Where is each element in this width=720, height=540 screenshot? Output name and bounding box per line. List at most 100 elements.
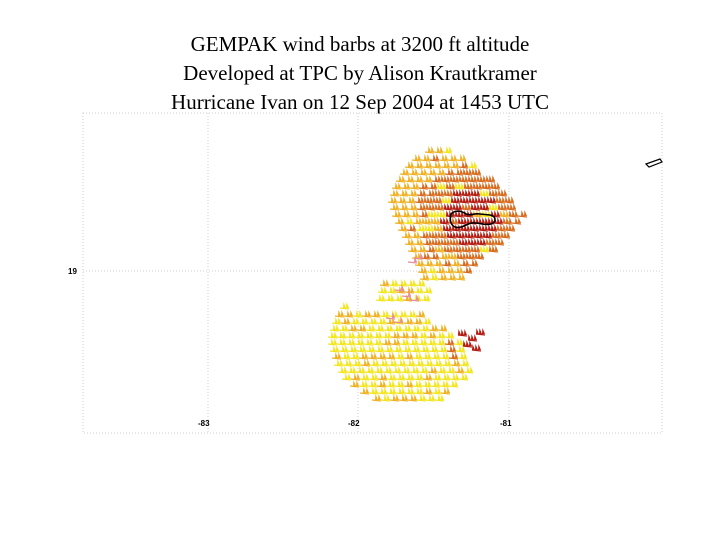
wind-barb <box>417 338 428 346</box>
wind-barb <box>413 373 424 381</box>
wind-barb <box>424 224 435 232</box>
wind-barb <box>399 331 410 339</box>
wind-barb <box>392 345 403 353</box>
wind-barb <box>386 373 397 381</box>
wind-barb <box>389 394 400 402</box>
wind-barb <box>487 224 498 232</box>
wind-barb <box>455 231 466 239</box>
wind-barb <box>471 168 482 176</box>
wind-barb <box>425 245 436 253</box>
wind-barb <box>488 189 499 197</box>
wind-barb <box>474 252 485 260</box>
wind-barb <box>339 302 350 310</box>
wind-barb <box>329 345 340 353</box>
wind-barb <box>425 189 436 197</box>
wind-barb <box>410 324 421 332</box>
wind-barb <box>437 231 448 239</box>
wind-barb <box>404 238 415 246</box>
wind-barb <box>458 175 469 183</box>
wind-barb <box>391 182 402 190</box>
wind-barb <box>404 161 415 169</box>
wind-barb <box>372 331 383 339</box>
wind-barb <box>385 312 396 320</box>
wind-barb <box>443 203 454 211</box>
wind-barb <box>445 182 456 190</box>
wind-barb <box>469 224 480 232</box>
wind-barb <box>446 273 457 281</box>
wind-barb <box>434 189 445 197</box>
wind-barb <box>341 373 352 381</box>
wind-barb <box>407 189 418 197</box>
wind-barb <box>413 238 424 246</box>
wind-barb <box>403 217 414 225</box>
wind-barb <box>403 380 414 388</box>
wind-barb <box>421 217 432 225</box>
wind-barb <box>376 352 387 360</box>
wind-barb <box>420 154 431 162</box>
wind-barb <box>433 146 444 154</box>
wind-barb <box>433 224 444 232</box>
wind-barb <box>453 338 464 346</box>
wind-barb <box>437 345 448 353</box>
wind-barb <box>444 338 455 346</box>
wind-barb <box>400 366 411 374</box>
wind-barb <box>435 168 446 176</box>
wind-barb <box>508 210 519 218</box>
wind-barb <box>420 294 431 302</box>
wind-barb <box>401 324 412 332</box>
wind-barb <box>400 210 411 218</box>
wind-barb <box>459 196 470 204</box>
wind-barb <box>393 316 404 324</box>
wind-barb <box>374 345 385 353</box>
wind-barb <box>387 196 398 204</box>
wind-barb <box>409 210 420 218</box>
wind-barb <box>432 196 443 204</box>
wind-barb <box>491 231 502 239</box>
wind-barb <box>455 345 466 353</box>
wind-barb <box>337 366 348 374</box>
wind-barb <box>490 182 501 190</box>
wind-barb <box>485 175 496 183</box>
wind-barb <box>412 352 423 360</box>
wind-barb <box>400 182 411 190</box>
wind-barb <box>422 373 433 381</box>
wind-barb <box>486 196 497 204</box>
wind-barb <box>394 352 405 360</box>
wind-barb <box>438 252 449 260</box>
wind-barb <box>440 387 451 395</box>
wind-barb <box>447 252 458 260</box>
wind-barb <box>333 359 344 367</box>
wind-barb <box>428 231 439 239</box>
wind-barb <box>356 324 367 332</box>
wind-barb <box>422 387 433 395</box>
wind-barb <box>444 266 455 274</box>
wind-barb <box>440 161 451 169</box>
wind-barb <box>381 338 392 346</box>
wind-barb <box>409 294 420 302</box>
wind-barb <box>384 294 395 302</box>
wind-barb <box>450 259 461 267</box>
wind-barb <box>476 175 487 183</box>
wind-barb <box>415 224 426 232</box>
wind-barb <box>419 273 430 281</box>
wind-barb <box>418 182 429 190</box>
wind-barb <box>430 352 441 360</box>
wind-barb <box>414 196 425 204</box>
wind-barb <box>331 317 342 325</box>
wind-barb <box>436 182 447 190</box>
wind-barb <box>370 310 381 318</box>
wind-barb <box>417 266 428 274</box>
wind-barb <box>464 231 475 239</box>
wind-barb <box>398 394 409 402</box>
wind-barb <box>350 373 361 381</box>
wind-barb <box>378 359 389 367</box>
wind-barb <box>497 189 508 197</box>
wind-barb <box>479 189 490 197</box>
wind-barb <box>413 161 424 169</box>
little-cayman-outline <box>644 158 663 168</box>
wind-barb <box>440 238 451 246</box>
wind-barb <box>382 366 393 374</box>
wind-barb <box>517 210 528 218</box>
lat-label-19: 19 <box>68 267 77 276</box>
wind-barb <box>435 338 446 346</box>
